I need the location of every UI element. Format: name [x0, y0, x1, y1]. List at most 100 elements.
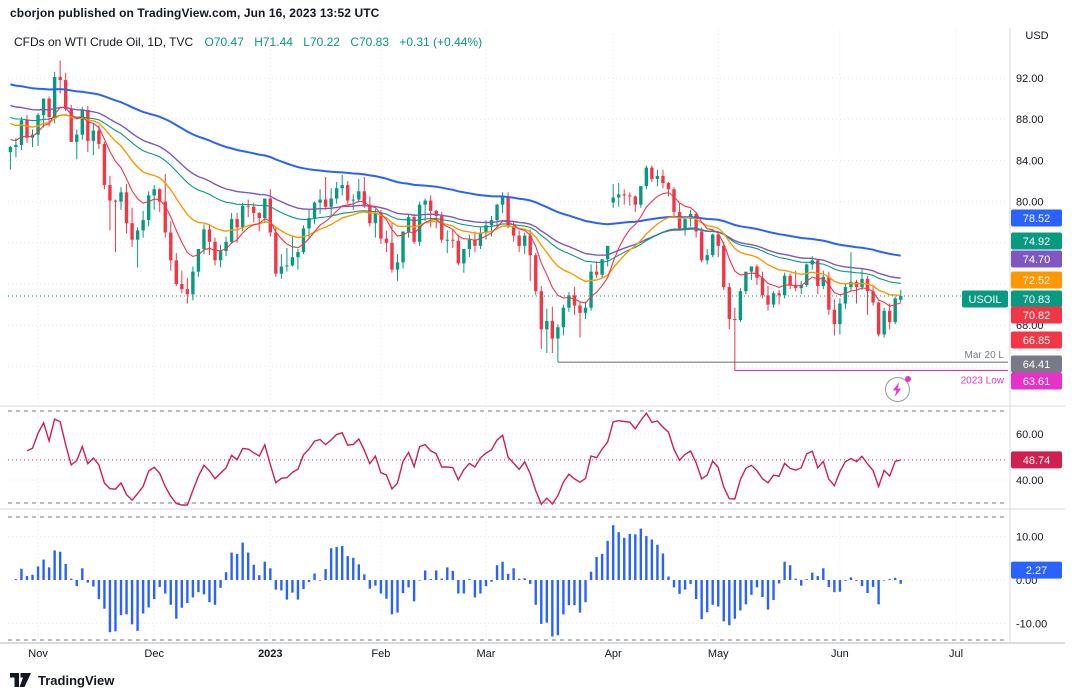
candle-body: [561, 307, 566, 328]
momentum-bar: [517, 578, 521, 580]
candle-body: [871, 291, 875, 303]
momentum-bar: [556, 580, 560, 636]
momentum-bar: [523, 578, 526, 580]
ohlc-low: L70.22: [303, 35, 340, 49]
momentum-bar: [772, 580, 775, 601]
moving-averages-layer: [8, 83, 1008, 307]
candle-body: [821, 276, 826, 287]
time-axis-label: Feb: [371, 648, 390, 660]
candle-body: [119, 192, 123, 202]
axis-label: 88.00: [1016, 114, 1044, 126]
momentum-bar: [838, 580, 842, 592]
candles-layer: [8, 60, 903, 371]
momentum-bar: [755, 580, 759, 588]
candle-body: [323, 199, 328, 207]
candle-body: [727, 287, 731, 320]
axis-badge: [1011, 355, 1062, 373]
candle-body: [191, 271, 195, 295]
momentum-bar: [92, 580, 95, 587]
candle-body: [550, 321, 555, 339]
candle-body: [733, 319, 737, 321]
momentum-bar: [667, 576, 670, 580]
momentum-bar: [357, 564, 360, 580]
momentum-bar: [31, 574, 34, 580]
candle-body: [340, 185, 344, 189]
candle-body: [578, 305, 582, 313]
symbol-title[interactable]: CFDs on WTI Crude Oil, 1D, TVC: [14, 35, 194, 49]
momentum-bar: [728, 580, 731, 626]
momentum-bar: [125, 580, 128, 615]
candle-body: [893, 298, 897, 323]
momentum-bar: [479, 580, 482, 594]
momentum-bar: [711, 580, 714, 605]
tradingview-logo-icon[interactable]: [10, 673, 32, 688]
momentum-bar: [42, 559, 45, 580]
candle-body: [52, 76, 57, 118]
time-axis-label: May: [708, 648, 729, 660]
candle-body: [240, 205, 245, 228]
momentum-bar: [258, 575, 261, 580]
momentum-bar: [551, 580, 554, 637]
axis-label: -10.00: [1016, 619, 1047, 631]
axis-label: 92.00: [1016, 73, 1044, 85]
candle-body: [8, 147, 13, 153]
momentum-bar: [694, 580, 698, 600]
candle-body: [36, 115, 40, 135]
candle-body: [451, 239, 455, 241]
candle-body: [19, 120, 24, 145]
momentum-bar: [584, 580, 587, 603]
axis-badge-text: 70.83: [1023, 294, 1051, 306]
axis-label: 40.00: [1016, 475, 1044, 487]
momentum-bar: [75, 580, 78, 587]
candle-body: [876, 302, 881, 335]
candle-body: [661, 175, 665, 184]
momentum-bar: [750, 580, 753, 595]
axis-label: USD: [1025, 30, 1048, 42]
candle-body: [899, 296, 903, 300]
candle-body: [384, 238, 389, 243]
lightning-reaction-button[interactable]: [885, 376, 911, 402]
axis-badge: [1011, 451, 1062, 469]
momentum-bar: [855, 580, 858, 581]
momentum-bar: [175, 580, 178, 619]
momentum-bar: [401, 580, 405, 594]
candle-body: [887, 310, 892, 323]
candle-body: [285, 265, 289, 267]
candle-body: [180, 284, 184, 290]
level-lines-layer: Mar 20 L 2023 Low: [557, 350, 1008, 386]
momentum-bar: [25, 576, 29, 580]
momentum-bar: [230, 552, 233, 580]
axis-badge: [1011, 306, 1062, 324]
momentum-bar: [733, 580, 737, 619]
candle-body: [440, 216, 444, 240]
momentum-bar: [280, 580, 283, 591]
candle-body: [47, 98, 51, 118]
momentum-bar: [346, 556, 349, 580]
candle-body: [644, 167, 649, 187]
candle-body: [252, 206, 256, 213]
candle-body: [838, 303, 842, 325]
momentum-bar: [47, 567, 51, 580]
candle-body: [185, 289, 190, 295]
momentum-bar: [811, 572, 814, 580]
candle-body: [108, 185, 112, 201]
lightning-icon: [892, 382, 902, 397]
candle-body: [672, 189, 676, 212]
axis-label: 10.00: [1016, 532, 1044, 544]
momentum-bar: [164, 580, 167, 594]
candle-body: [683, 219, 687, 229]
momentum-bar: [269, 568, 272, 580]
tradingview-logo-text[interactable]: TradingView: [38, 673, 115, 688]
momentum-bar: [739, 580, 742, 611]
candle-body: [279, 266, 284, 274]
candle-body: [86, 109, 90, 141]
momentum-bar: [14, 579, 18, 580]
momentum-bar: [650, 539, 654, 580]
momentum-bar: [64, 563, 67, 580]
candle-body: [135, 230, 140, 240]
candle-body: [722, 245, 726, 288]
candle-body: [522, 235, 527, 246]
momentum-bar: [197, 580, 200, 593]
candle-body: [158, 189, 162, 202]
